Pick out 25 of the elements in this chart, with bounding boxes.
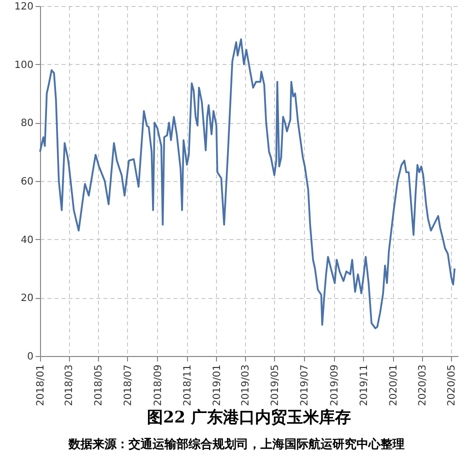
y-tick-label: 0 (27, 352, 34, 362)
x-tick-label: 2020/01 (388, 364, 400, 406)
x-tick-label: 2019/01 (212, 364, 223, 406)
x-tick-label: 2018/03 (64, 364, 76, 406)
x-tick-label: 2019/03 (240, 364, 252, 406)
x-tick-label: 2019/05 (270, 364, 281, 406)
x-tick-label: 2018/05 (93, 364, 104, 406)
y-tick-label: 100 (14, 60, 34, 71)
x-tick-label: 2018/07 (122, 364, 134, 406)
x-tick-label: 2020/05 (446, 364, 458, 406)
y-tick-label: 40 (20, 234, 34, 246)
x-tick-label: 2018/11 (182, 364, 194, 406)
y-tick-label: 20 (20, 293, 34, 304)
y-tick-label: 80 (20, 118, 34, 130)
y-tick-label: 120 (14, 2, 34, 12)
x-tick-label: 2018/01 (36, 364, 46, 406)
x-tick-label: 2019/09 (329, 364, 340, 406)
x-tick-label: 2018/09 (152, 364, 164, 406)
x-tick-label: 2019/07 (299, 364, 310, 406)
x-tick-label: 2019/11 (358, 364, 370, 406)
text: 图22 广东港口内贸玉米库存 (147, 408, 351, 427)
source-note: 数据来源：交通运输部综合规划司，上海国际航运研究中心整理 (67, 436, 406, 453)
x-tick-label: 2020/03 (417, 364, 428, 406)
y-tick-label: 60 (20, 176, 34, 188)
line-series (39, 38, 456, 330)
